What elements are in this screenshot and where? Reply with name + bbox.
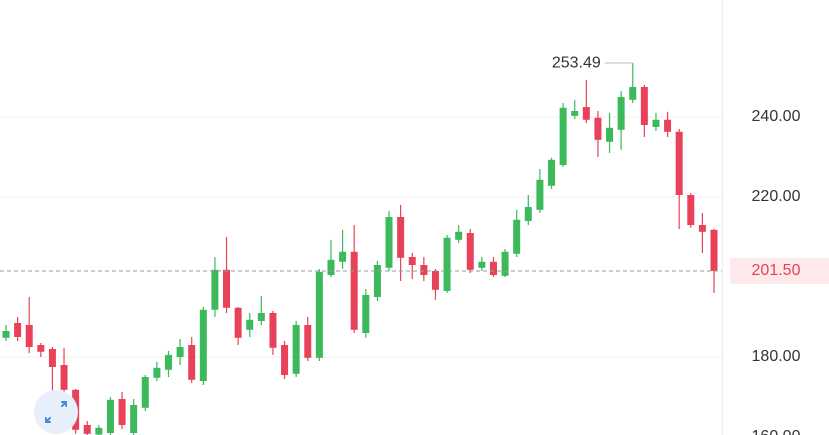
candle-body <box>153 367 161 378</box>
plot: 160.00 180.00 220.00 240.00 253.49 <box>0 54 801 435</box>
candle-body <box>420 265 428 275</box>
candle-body <box>234 307 242 338</box>
candle-body <box>687 195 695 225</box>
candle-body <box>489 261 497 275</box>
candle-body <box>106 399 114 433</box>
candle-body <box>141 377 149 408</box>
y-tick-label: 240.00 <box>752 108 801 125</box>
candle-body <box>373 265 381 297</box>
candle-body <box>211 269 219 310</box>
candle-body <box>652 119 660 127</box>
candle-body <box>571 111 579 116</box>
candle-body <box>478 261 486 268</box>
candle-body <box>582 107 590 120</box>
last-price-label: 201.50 <box>752 262 801 279</box>
candle-body <box>513 219 521 254</box>
candle-body <box>339 251 347 262</box>
candle-body <box>130 405 138 433</box>
candle-body <box>25 325 33 347</box>
candle-body <box>327 259 335 275</box>
last-price-box <box>730 258 829 284</box>
candle-body <box>269 313 277 348</box>
y-tick-label: 160.00 <box>752 428 801 435</box>
candle-body <box>536 179 544 210</box>
expand-button[interactable] <box>34 390 78 434</box>
candle-body <box>350 251 358 330</box>
candle-body <box>14 323 22 337</box>
candle-body <box>199 309 207 381</box>
candle-body <box>385 217 393 268</box>
candle-body <box>617 97 625 130</box>
candle-body <box>37 345 45 352</box>
candle-body <box>408 257 416 265</box>
candle-body <box>675 131 683 195</box>
candle-body <box>698 225 706 232</box>
candle-body <box>397 217 405 258</box>
candle-body <box>281 345 289 375</box>
candle-body <box>95 427 103 435</box>
candle-body <box>455 231 463 240</box>
candle-body <box>292 325 300 374</box>
candle-body <box>2 331 10 338</box>
candle-body <box>223 269 231 308</box>
y-tick-label: 180.00 <box>752 348 801 365</box>
candle-body <box>257 313 265 321</box>
candle-body <box>466 233 474 270</box>
candle-body <box>315 271 323 358</box>
candle-body <box>48 349 56 367</box>
candle-body <box>606 127 614 142</box>
candle-body <box>629 87 637 100</box>
candle-body <box>118 399 126 425</box>
candle-body <box>164 355 172 370</box>
expand-icon[interactable] <box>45 401 67 423</box>
candle-body <box>362 295 370 333</box>
candle-body <box>304 325 312 358</box>
candle-body <box>176 347 184 357</box>
candle-body <box>548 159 556 186</box>
max-annotation: 253.49 <box>552 54 601 71</box>
candle-body <box>640 87 648 125</box>
candle-body <box>246 319 254 330</box>
candle-body <box>60 365 68 390</box>
expand-button-bg[interactable] <box>34 390 78 434</box>
candle-body <box>501 251 509 276</box>
candle-body <box>664 119 672 132</box>
candle-body <box>188 345 196 380</box>
candle-body <box>83 425 91 434</box>
candle-body <box>559 107 567 165</box>
candle-body <box>524 207 532 221</box>
candle-body <box>594 117 602 140</box>
candle-body <box>431 271 439 290</box>
candle-body <box>710 229 718 271</box>
y-tick-label: 220.00 <box>752 188 801 205</box>
candle-body <box>443 237 451 291</box>
